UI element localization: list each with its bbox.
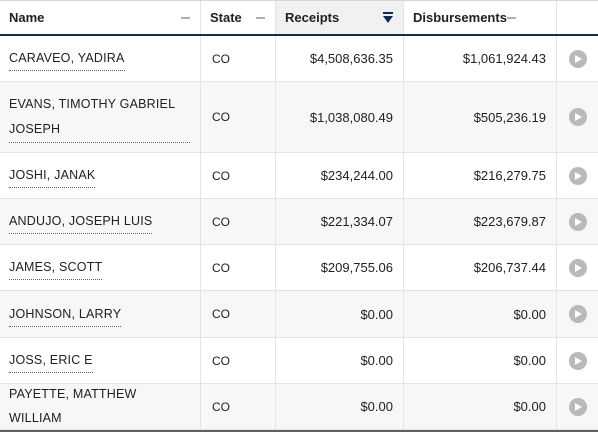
cell-state: CO [201,291,276,337]
cell-action [557,245,598,290]
play-circle-icon[interactable] [568,258,587,277]
cell-state: CO [201,384,276,429]
table-row: CARAVEO, YADIRA CO $4,508,636.35 $1,061,… [0,36,598,82]
candidate-link[interactable]: JOHNSON, LARRY [9,302,122,327]
sort-neutral-icon[interactable] [506,12,516,24]
cell-action [557,199,598,244]
column-header-state[interactable]: State [201,1,276,34]
column-header-disbursements[interactable]: Disbursements [404,1,557,34]
column-header-actions [557,1,598,34]
cell-action [557,384,598,429]
cell-name: PAYETTE, MATTHEW WILLIAM [0,382,201,431]
cell-action [557,153,598,198]
candidate-link[interactable]: EVANS, TIMOTHY GABRIEL JOSEPH [9,92,190,143]
play-circle-icon[interactable] [568,351,587,370]
play-circle-icon[interactable] [568,305,587,323]
table-row: JOSS, ERIC E CO $0.00 $0.00 [0,338,598,384]
play-circle-icon[interactable] [568,49,587,68]
cell-disbursements: $1,061,924.43 [404,36,557,81]
table-row: JOHNSON, LARRY CO $0.00 $0.00 [0,291,598,338]
cell-name: JOSHI, JANAK [0,153,201,198]
cell-receipts: $234,244.00 [276,153,404,198]
cell-state: CO [201,199,276,244]
table-row: ANDUJO, JOSEPH LUIS CO $221,334.07 $223,… [0,199,598,245]
cell-disbursements: $223,679.87 [404,199,557,244]
cell-receipts: $0.00 [276,291,404,337]
play-circle-icon[interactable] [568,108,587,126]
cell-name: JAMES, SCOTT [0,245,201,290]
cell-disbursements: $0.00 [404,338,557,383]
cell-state: CO [201,82,276,152]
column-header-state-label: State [210,10,242,25]
cell-action [557,82,598,152]
column-header-name-label: Name [9,10,45,25]
column-header-name[interactable]: Name [0,1,201,34]
sort-neutral-icon[interactable] [255,12,265,24]
cell-state: CO [201,36,276,81]
cell-receipts: $209,755.06 [276,245,404,290]
candidate-link[interactable]: JAMES, SCOTT [9,255,103,280]
candidate-link[interactable]: PAYETTE, MATTHEW WILLIAM [9,382,190,431]
cell-receipts: $4,508,636.35 [276,36,404,81]
cell-disbursements: $216,279.75 [404,153,557,198]
cell-name: JOSS, ERIC E [0,338,201,383]
column-header-receipts-label: Receipts [285,10,340,25]
cell-action [557,291,598,337]
column-header-disbursements-label: Disbursements [413,10,507,25]
play-circle-icon[interactable] [568,212,587,231]
cell-action [557,338,598,383]
table-row: JOSHI, JANAK CO $234,244.00 $216,279.75 [0,153,598,199]
cell-receipts: $0.00 [276,338,404,383]
sort-descending-icon[interactable] [383,11,393,24]
cell-disbursements: $505,236.19 [404,82,557,152]
cell-name: EVANS, TIMOTHY GABRIEL JOSEPH [0,82,201,152]
play-circle-icon[interactable] [568,397,587,416]
cell-name: ANDUJO, JOSEPH LUIS [0,199,201,244]
table-row: PAYETTE, MATTHEW WILLIAM CO $0.00 $0.00 [0,382,598,431]
candidate-link[interactable]: JOSHI, JANAK [9,163,96,188]
cell-state: CO [201,245,276,290]
cell-name: JOHNSON, LARRY [0,291,201,337]
cell-name: CARAVEO, YADIRA [0,36,201,81]
cell-state: CO [201,338,276,383]
cell-disbursements: $0.00 [404,291,557,337]
table-header: Name State Receipts Disbursements [0,0,598,36]
cell-state: CO [201,153,276,198]
candidate-link[interactable]: JOSS, ERIC E [9,348,93,373]
column-header-receipts[interactable]: Receipts [276,1,404,34]
cell-action [557,36,598,81]
sort-neutral-icon[interactable] [180,12,190,24]
cell-receipts: $221,334.07 [276,199,404,244]
cell-receipts: $1,038,080.49 [276,82,404,152]
table-row: EVANS, TIMOTHY GABRIEL JOSEPH CO $1,038,… [0,82,598,153]
play-circle-icon[interactable] [568,166,587,185]
cell-disbursements: $0.00 [404,384,557,429]
cell-receipts: $0.00 [276,384,404,429]
table-row: JAMES, SCOTT CO $209,755.06 $206,737.44 [0,245,598,291]
cell-disbursements: $206,737.44 [404,245,557,290]
candidate-link[interactable]: ANDUJO, JOSEPH LUIS [9,209,153,234]
candidate-link[interactable]: CARAVEO, YADIRA [9,46,125,71]
